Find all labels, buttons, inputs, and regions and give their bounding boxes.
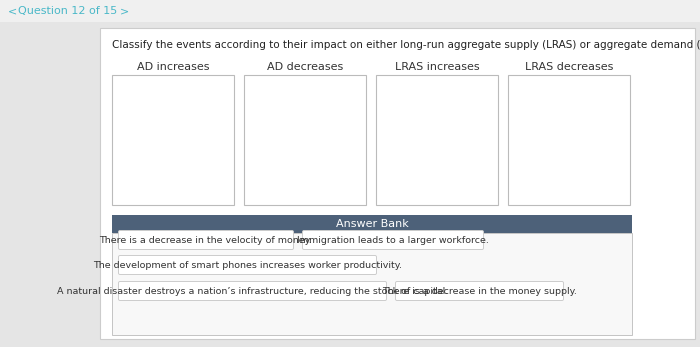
Text: A natural disaster destroys a nation’s infrastructure, reducing the stock of cap: A natural disaster destroys a nation’s i… — [57, 287, 448, 296]
Text: <: < — [8, 6, 18, 16]
Bar — [100, 28, 695, 339]
Bar — [0, 0, 700, 22]
Text: Immigration leads to a larger workforce.: Immigration leads to a larger workforce. — [297, 236, 489, 245]
FancyBboxPatch shape — [395, 281, 564, 301]
Bar — [112, 215, 632, 233]
Text: There is a decrease in the velocity of money.: There is a decrease in the velocity of m… — [99, 236, 312, 245]
FancyBboxPatch shape — [118, 230, 293, 249]
Bar — [112, 75, 234, 205]
Text: Classify the events according to their impact on either long-run aggregate suppl: Classify the events according to their i… — [112, 40, 700, 50]
FancyBboxPatch shape — [118, 281, 386, 301]
Text: Question 12 of 15: Question 12 of 15 — [18, 6, 118, 16]
FancyBboxPatch shape — [118, 255, 377, 274]
Bar — [376, 75, 498, 205]
Bar — [244, 75, 366, 205]
Text: The development of smart phones increases worker productivity.: The development of smart phones increase… — [93, 261, 402, 270]
Text: LRAS decreases: LRAS decreases — [525, 62, 613, 72]
Text: >: > — [120, 6, 130, 16]
Text: LRAS increases: LRAS increases — [395, 62, 480, 72]
Bar — [112, 233, 632, 335]
Text: AD increases: AD increases — [136, 62, 209, 72]
Text: There is a decrease in the money supply.: There is a decrease in the money supply. — [382, 287, 577, 296]
Text: Answer Bank: Answer Bank — [335, 219, 408, 229]
FancyBboxPatch shape — [302, 230, 484, 249]
Text: AD decreases: AD decreases — [267, 62, 343, 72]
Bar — [508, 75, 630, 205]
